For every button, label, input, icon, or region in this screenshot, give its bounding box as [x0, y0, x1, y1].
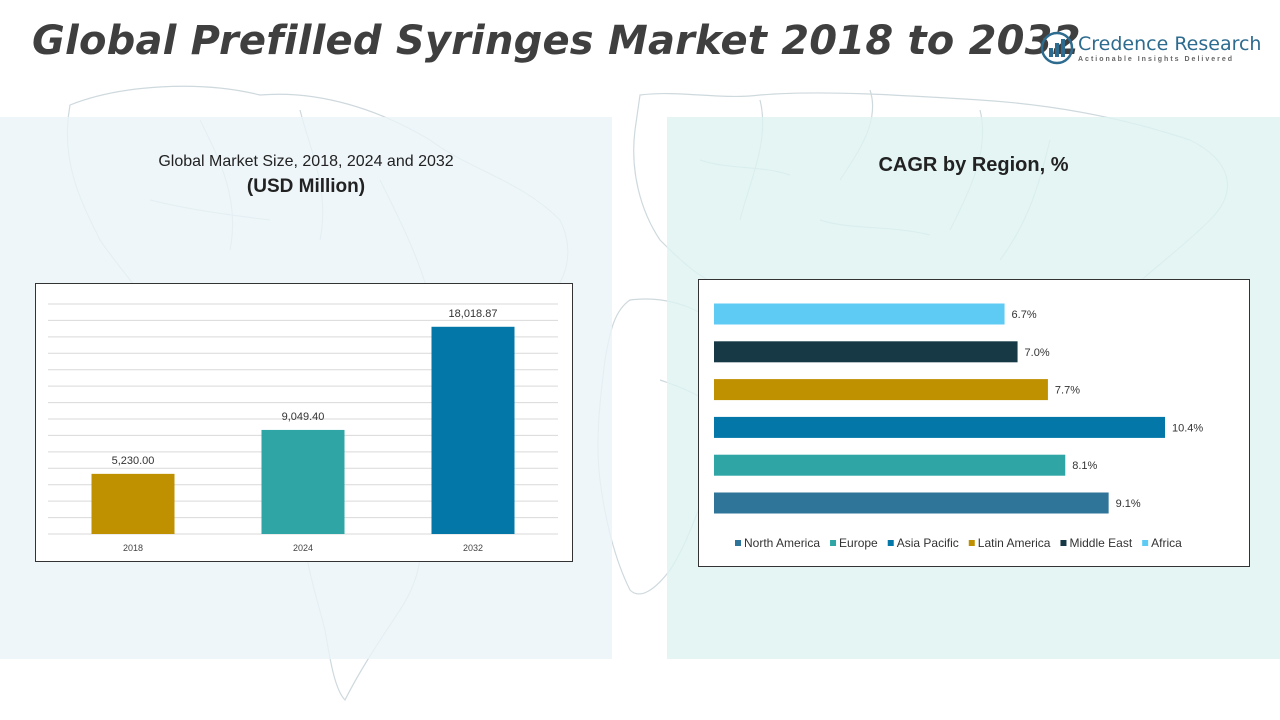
hbar-africa	[714, 303, 1005, 325]
bar-2032	[431, 326, 515, 534]
legend-swatch	[968, 540, 975, 546]
hbar-latin-america	[714, 379, 1048, 401]
hbar-asia-pacific	[714, 416, 1165, 438]
market-size-subtitle: Global Market Size, 2018, 2024 and 2032	[158, 153, 454, 170]
hbar-data-label: 9.1%	[1116, 498, 1141, 510]
credence-research-logo[interactable]: Credence Research Actionable Insights De…	[1040, 30, 1262, 70]
market-size-unit: (USD Million)	[246, 176, 366, 197]
cagr-title: CAGR by Region, %	[878, 154, 1069, 176]
legend-swatch	[1060, 540, 1067, 546]
x-tick-label: 2018	[123, 543, 143, 553]
legend-swatch	[1142, 540, 1149, 546]
x-tick-label: 2032	[463, 543, 483, 553]
market-size-chart: 5,230.00 2018 9,049.40 2024 18,018.87 2032	[35, 283, 573, 562]
page-title: Global Prefilled Syringes Market 2018 to…	[32, 18, 1081, 64]
hbar-europe	[714, 454, 1066, 476]
hbar-data-label: 7.0%	[1025, 347, 1050, 359]
legend-label: Europe	[839, 536, 878, 550]
hbar-data-label: 7.7%	[1055, 385, 1080, 397]
bar-2018	[91, 473, 175, 534]
legend-label: Latin America	[978, 536, 1051, 550]
bar-data-label: 5,230.00	[112, 455, 155, 467]
hbar-north-america	[714, 492, 1109, 514]
logo-name: Credence Research	[1078, 33, 1262, 55]
x-tick-label: 2024	[293, 543, 313, 553]
market-size-chart-svg: 5,230.00 2018 9,049.40 2024 18,018.87 2032	[48, 303, 558, 553]
legend-swatch	[887, 540, 894, 546]
bar-2024	[261, 429, 345, 534]
logo-tagline: Actionable Insights Delivered	[1078, 56, 1235, 63]
legend-label: Asia Pacific	[897, 536, 959, 550]
hbar-middle-east	[714, 341, 1018, 363]
hbar-data-label: 10.4%	[1172, 422, 1203, 434]
cagr-chart-svg: 6.7% 7.0% 7.7% 10.4% 8.1% 9.1% North America Eu…	[714, 303, 1203, 550]
cagr-chart: 6.7% 7.0% 7.7% 10.4% 8.1% 9.1% North America Eu…	[698, 279, 1250, 567]
logo-bars-icon	[1040, 31, 1074, 65]
bar-data-label: 9,049.40	[282, 411, 325, 423]
legend-label: Africa	[1151, 536, 1182, 550]
legend-swatch	[735, 540, 741, 546]
legend-label: North America	[744, 536, 820, 550]
bar-data-label: 18,018.87	[449, 308, 498, 320]
hbar-data-label: 8.1%	[1072, 460, 1097, 472]
legend-swatch	[830, 540, 837, 546]
hbar-data-label: 6.7%	[1012, 309, 1037, 321]
legend-label: Middle East	[1069, 536, 1132, 550]
